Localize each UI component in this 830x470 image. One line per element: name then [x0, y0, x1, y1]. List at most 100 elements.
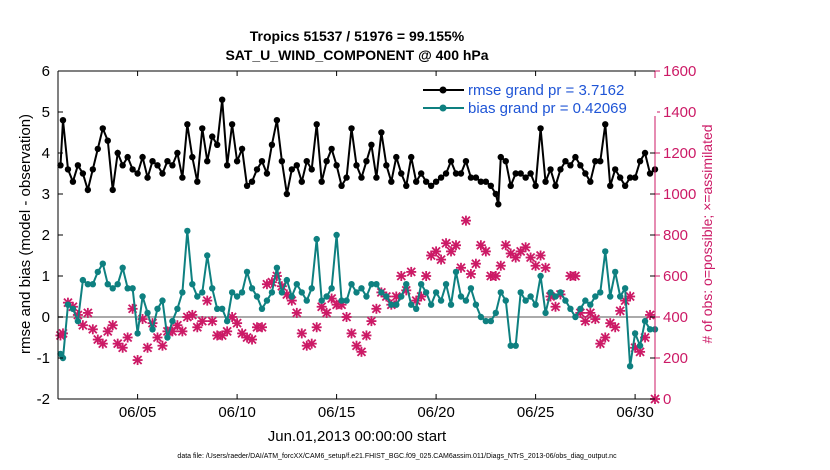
- bias-point: [353, 289, 360, 296]
- x-tick-label: 06/15: [318, 404, 356, 421]
- rmse-point: [258, 158, 266, 165]
- rmse-point: [218, 96, 226, 103]
- bias-point: [89, 281, 97, 288]
- rmse-point: [467, 174, 475, 181]
- left-axis-ticks: -2 -1 0 1 2 3 4 5 6: [37, 63, 655, 408]
- rmse-point: [199, 125, 206, 132]
- legend-bias-marker: [439, 104, 447, 112]
- bias-point: [626, 363, 634, 370]
- bias-point: [552, 293, 559, 300]
- obs-assimilated-point: [296, 328, 307, 339]
- rmse-point: [378, 129, 385, 136]
- rmse-point: [502, 158, 509, 165]
- bias-point: [383, 293, 390, 300]
- bias-point: [293, 281, 300, 288]
- obs-assimilated-point: [396, 271, 407, 281]
- rmse-point: [452, 170, 460, 177]
- bias-point: [124, 285, 131, 292]
- rmse-point: [248, 178, 256, 185]
- obs-assimilated-point: [465, 268, 476, 279]
- rmse-point: [184, 121, 191, 128]
- bias-point: [368, 281, 375, 288]
- obs-assimilated-point: [192, 322, 203, 333]
- rmse-point: [84, 186, 92, 194]
- rmse-point: [273, 117, 281, 124]
- obs-assimilated-point: [436, 254, 447, 265]
- rmse-point: [89, 166, 97, 173]
- rmse-point: [124, 153, 131, 161]
- rmse-point: [482, 178, 490, 185]
- bias-point: [497, 289, 504, 296]
- bias-point: [572, 313, 579, 321]
- rmse-point: [582, 170, 589, 177]
- rmse-point: [602, 121, 609, 128]
- right-axis-label: # of obs: o=possible; ×=assimilated: [699, 124, 715, 343]
- obs-assimilated-point: [82, 307, 93, 318]
- left-tick-label: -1: [37, 350, 50, 367]
- obs-assimilated-point: [321, 307, 332, 318]
- bias-point: [616, 293, 624, 300]
- bias-point: [323, 293, 330, 300]
- rmse-point: [393, 153, 400, 161]
- obs-assimilated-point: [500, 240, 511, 251]
- bias-point: [363, 293, 370, 300]
- bias-point: [557, 289, 564, 296]
- rmse-point: [413, 178, 420, 185]
- left-tick-label: 6: [42, 63, 50, 80]
- rmse-point: [612, 166, 619, 173]
- rmse-point: [447, 158, 455, 165]
- rmse-point: [383, 162, 390, 169]
- rmse-point: [263, 170, 271, 177]
- bias-point: [129, 285, 136, 292]
- bias-point: [218, 305, 226, 312]
- bias-point: [199, 289, 206, 296]
- rmse-point: [631, 174, 639, 181]
- rmse-point: [119, 162, 126, 169]
- rmse-point: [607, 182, 614, 189]
- rmse-point: [313, 121, 320, 128]
- obs-assimilated-point: [460, 215, 471, 226]
- rmse-point: [159, 170, 166, 177]
- obs-assimilated-point: [346, 328, 357, 339]
- bias-point: [492, 309, 499, 317]
- bias-point: [636, 342, 644, 349]
- bias-point: [189, 281, 196, 288]
- rmse-point: [487, 182, 495, 189]
- bias-point: [462, 297, 470, 304]
- bias-point: [74, 317, 82, 325]
- rmse-point: [572, 153, 579, 161]
- obs-assimilated-point: [495, 260, 506, 271]
- right-tick-label: 200: [663, 350, 688, 367]
- x-tick-label: 06/30: [616, 404, 654, 421]
- bias-point: [567, 305, 574, 312]
- right-tick-label: 600: [663, 268, 688, 285]
- right-tick-label: 0: [663, 391, 671, 408]
- obs-assimilated-point: [157, 340, 168, 351]
- bias-point: [597, 289, 604, 296]
- bias-point: [378, 289, 385, 296]
- left-tick-label: 2: [42, 227, 50, 244]
- obs-assimilated-point: [87, 324, 98, 335]
- rmse-point: [497, 153, 504, 161]
- bias-point: [467, 285, 475, 292]
- legend: rmse grand pr = 3.7162 bias grand pr = 0…: [420, 78, 657, 117]
- rmse-point: [432, 178, 440, 185]
- bias-point: [268, 289, 276, 296]
- rmse-point: [368, 141, 375, 148]
- obs-assimilated-point: [132, 355, 143, 366]
- bias-point: [477, 313, 485, 321]
- bias-point: [621, 285, 629, 292]
- rmse-point: [194, 178, 201, 185]
- rmse-point: [547, 166, 554, 173]
- bias-point: [99, 260, 106, 267]
- bias-point: [348, 281, 355, 288]
- bias-point: [517, 289, 524, 296]
- rmse-point: [472, 174, 480, 181]
- bias-point: [64, 301, 72, 308]
- rmse-point: [253, 166, 261, 173]
- bias-point: [303, 297, 310, 304]
- rmse-point: [74, 162, 82, 169]
- left-tick-label: 0: [42, 309, 50, 326]
- bias-point: [169, 317, 176, 325]
